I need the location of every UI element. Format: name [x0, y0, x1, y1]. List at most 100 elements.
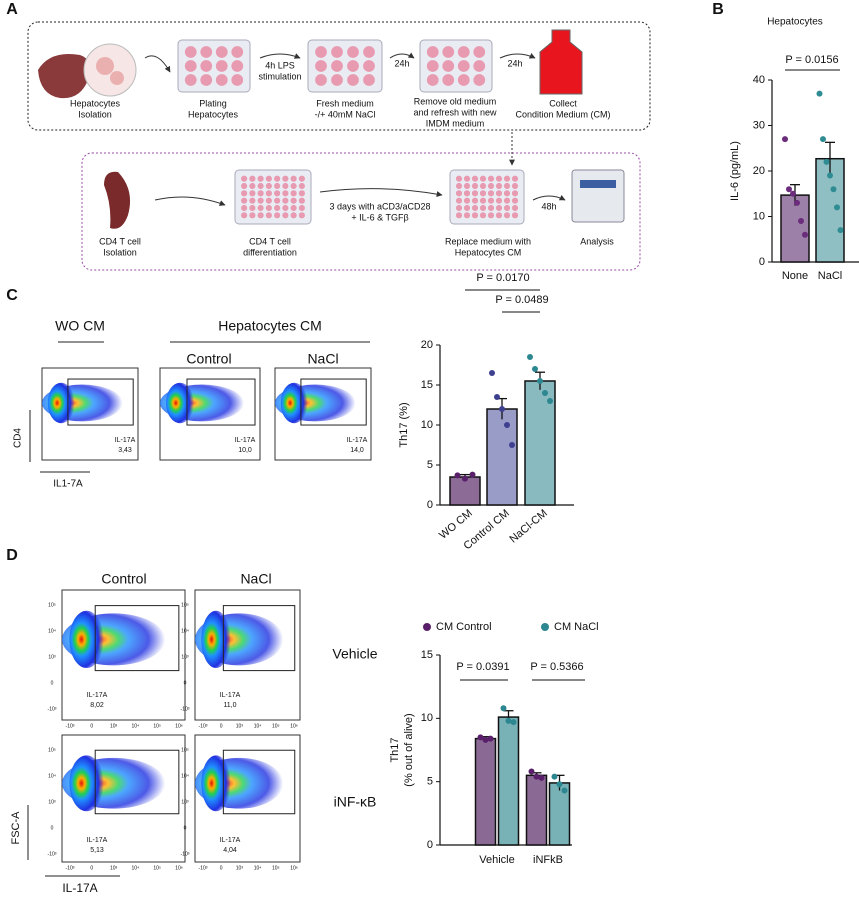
well-icon: [274, 212, 281, 219]
well-icon: [241, 190, 248, 197]
flow-tick: -10³: [48, 706, 57, 712]
well-icon: [241, 212, 248, 219]
flask-icon: [539, 29, 583, 95]
well-icon: [298, 175, 305, 182]
flow-tick: -10³: [199, 723, 208, 729]
well-icon: [363, 46, 375, 58]
flow-tick: 10⁴: [48, 773, 56, 779]
flow-tick: 10⁵: [181, 602, 189, 608]
well-icon: [471, 212, 479, 219]
data-point: [533, 773, 540, 780]
well-icon: [231, 60, 244, 72]
x-tick-label: NaCl: [818, 270, 842, 282]
well-icon: [315, 46, 327, 58]
flow-tick: 10³: [48, 799, 56, 805]
well-icon: [479, 197, 487, 204]
well-icon: [511, 175, 519, 182]
well-icon: [455, 190, 463, 197]
data-point: [794, 199, 800, 206]
well-icon: [215, 74, 228, 86]
axis-label: IL1-7A: [53, 479, 83, 490]
well-icon: [241, 204, 248, 212]
p-value: P = 0.0489: [495, 294, 548, 306]
gate-label: IL-17A: [115, 437, 136, 444]
well-icon: [282, 175, 289, 182]
well-icon: [471, 175, 479, 182]
data-point: [782, 136, 788, 143]
flow-tick: 10⁶: [175, 723, 183, 729]
flow-tick: 10⁵: [48, 602, 56, 608]
liver-icon: [38, 54, 91, 99]
gate-value: 14,0: [350, 447, 364, 454]
well-icon: [265, 175, 272, 182]
flow-tick: 10⁴: [48, 628, 56, 634]
flow-tick: -10³: [48, 851, 57, 857]
y-tick-label: 10: [753, 210, 765, 222]
data-point: [827, 172, 833, 179]
cell-icon: [110, 71, 124, 85]
well-icon: [241, 197, 248, 204]
well-icon: [331, 74, 343, 86]
flow-tick: 0: [51, 680, 54, 686]
data-point: [509, 442, 515, 448]
step-label: CD4 T cell: [249, 236, 291, 246]
density: [69, 610, 104, 669]
density: [69, 755, 104, 812]
step-label: CD4 T cell: [99, 236, 141, 246]
step-label: Hepatocytes CM: [455, 247, 522, 257]
row-label: iNF-κB: [334, 794, 377, 810]
arrow: [259, 53, 301, 59]
well-icon: [487, 182, 495, 190]
y-axis-label: (% out of alive): [403, 713, 415, 786]
well-icon: [184, 74, 197, 86]
legend-marker: [541, 623, 549, 631]
flow-header: Hepatocytes CM: [218, 318, 321, 334]
flow-tick: 10³: [110, 723, 118, 729]
axis-label: IL-17A: [62, 881, 97, 895]
cell-icon: [96, 57, 114, 75]
y-tick-label: 20: [421, 339, 433, 351]
flow-tick: 10⁵: [272, 865, 280, 871]
step-label: Plating: [199, 98, 227, 108]
well-icon: [457, 74, 470, 86]
p-value: P = 0.5366: [530, 661, 583, 673]
well-icon: [215, 60, 228, 72]
arrow: [154, 196, 226, 206]
bar: [449, 476, 481, 506]
well-icon: [249, 175, 256, 182]
well-icon: [249, 204, 256, 212]
well-icon: [511, 182, 519, 190]
bar: [486, 408, 518, 506]
well-icon: [363, 74, 375, 86]
spleen-icon: [104, 171, 131, 229]
y-tick-label: 15: [421, 649, 433, 661]
bar: [474, 737, 497, 846]
step-label: Condition Medium (CM): [515, 109, 610, 119]
step-label: Isolation: [78, 109, 112, 119]
well-icon: [347, 74, 359, 86]
data-point: [802, 231, 808, 238]
data-point: [547, 398, 553, 404]
well-icon: [503, 212, 511, 219]
well-icon: [473, 60, 486, 72]
well-icon: [274, 182, 281, 190]
step-label: Replace medium with: [445, 236, 531, 246]
step-label: differentiation: [243, 247, 297, 257]
well-icon: [282, 204, 289, 212]
flow-tick: 0: [90, 865, 93, 871]
well-icon: [298, 197, 305, 204]
flow-tick: 10³: [181, 654, 189, 660]
data-point: [561, 787, 568, 794]
axis-label: CD4: [13, 428, 24, 448]
data-point: [489, 370, 495, 376]
well-icon: [315, 74, 327, 86]
well-icon: [265, 190, 272, 197]
gate: [94, 605, 180, 672]
gate-label: IL-17A: [87, 837, 108, 844]
well-icon: [426, 74, 439, 86]
flow-header: Control: [186, 351, 231, 367]
flow-tick: 10⁵: [272, 723, 280, 729]
well-icon: [298, 190, 305, 197]
data-point: [537, 378, 543, 384]
well-icon: [347, 46, 359, 58]
